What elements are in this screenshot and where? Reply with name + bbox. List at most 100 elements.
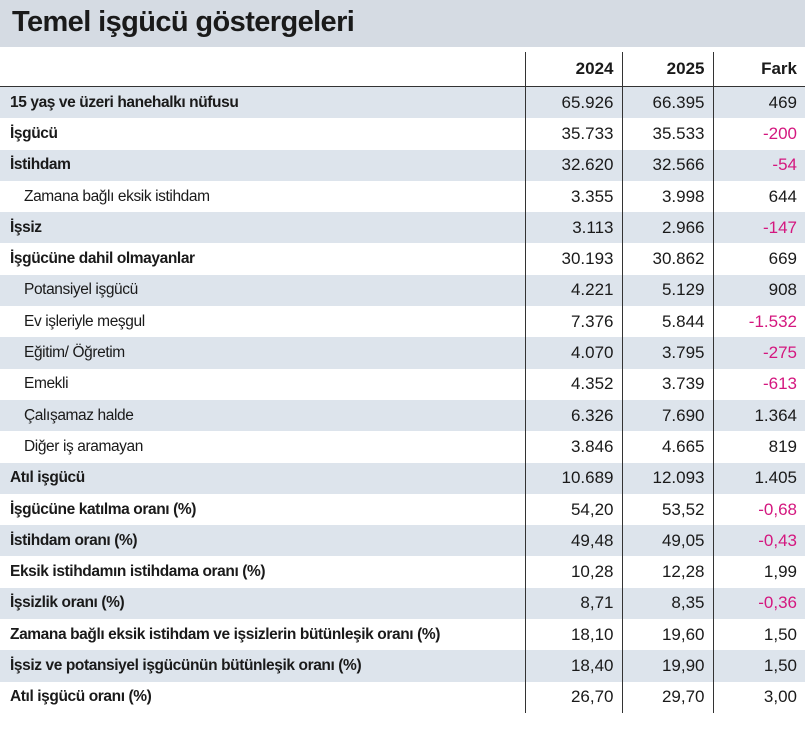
table-row: İşgücüne dahil olmayanlar 30.193 30.862 669 bbox=[0, 243, 805, 275]
table-row: İşsiz ve potansiyel işgücünün bütünleşik… bbox=[0, 650, 805, 682]
indicator-table: 2024 2025 Fark 15 yaş ve üzeri hanehalkı nü… bbox=[0, 52, 805, 713]
value-cell: 8,71 bbox=[524, 587, 622, 620]
value-cell: 4.665 bbox=[621, 431, 713, 463]
value-cell: 469 bbox=[712, 86, 805, 119]
value-cell: 5.129 bbox=[621, 274, 713, 307]
row-label: Emekli bbox=[24, 375, 69, 393]
header-cell: 2024 bbox=[524, 52, 622, 87]
value-cell: 32.566 bbox=[621, 149, 713, 181]
value-cell: 3.998 bbox=[621, 180, 713, 213]
value-cell: 3.846 bbox=[524, 431, 622, 463]
value-cell: 819 bbox=[712, 431, 805, 463]
value-cell: 35.733 bbox=[524, 118, 622, 150]
value-cell: 3,00 bbox=[712, 681, 805, 713]
value-cell: -0,68 bbox=[712, 493, 805, 526]
row-label: Zamana bağlı eksik istihdam ve işsizleri… bbox=[10, 625, 441, 643]
title: Temel işgücü göstergeleri bbox=[12, 6, 355, 38]
row-label: İstihdam bbox=[0, 149, 525, 181]
value-cell: 3.355 bbox=[524, 180, 622, 213]
table-row: Çalışamaz halde 6.326 7.690 1.364 bbox=[0, 399, 805, 432]
value-cell: 18,10 bbox=[524, 619, 622, 651]
row-label: Ev işleriyle meşgul bbox=[24, 312, 145, 330]
value-cell: 4.070 bbox=[524, 337, 622, 369]
value-cell: 644 bbox=[712, 180, 805, 213]
value-cell: -613 bbox=[712, 368, 805, 400]
table-row: Atıl işgücü 10.689 12.093 1.405 bbox=[0, 462, 805, 494]
header-cell: 2025 bbox=[621, 52, 713, 87]
table-row: Zamana bağlı eksik istihdam ve işsizleri… bbox=[0, 619, 805, 651]
value-cell: 6.326 bbox=[524, 399, 622, 432]
value-cell: 10.689 bbox=[524, 462, 622, 494]
value-cell: 19,60 bbox=[621, 619, 713, 651]
value-cell: -147 bbox=[712, 212, 805, 244]
table-row: 15 yaş ve üzeri hanehalkı nüfusu 65.926 66… bbox=[0, 86, 805, 119]
row-label: Eksik istihdamın istihdama oranı (%) bbox=[10, 563, 266, 581]
value-cell: 908 bbox=[712, 274, 805, 307]
row-label: İşgücüne katılma oranı (%) bbox=[10, 500, 196, 518]
value-cell: 19,90 bbox=[621, 650, 713, 682]
header-row: 2024 2025 Fark bbox=[0, 52, 805, 87]
value-cell: 49,05 bbox=[621, 525, 713, 557]
value-cell: 4.352 bbox=[524, 368, 622, 400]
value-cell: 7.376 bbox=[524, 306, 622, 338]
row-label: Potansiyel işgücü bbox=[0, 274, 525, 307]
title-bar: Temel işgücü göstergeleri bbox=[0, 0, 805, 47]
row-label: İşsiz bbox=[0, 212, 525, 244]
value-cell: 1.364 bbox=[712, 399, 805, 432]
value-cell: 8,35 bbox=[621, 587, 713, 620]
value-cell: 3.739 bbox=[621, 368, 713, 400]
table-row: Ev işleriyle meşgul 7.376 5.844 -1.532 bbox=[0, 306, 805, 338]
row-label: Eğitim/ Öğretim bbox=[0, 337, 525, 369]
row-label: Diğer iş aramayan bbox=[24, 437, 143, 455]
table-row: Potansiyel işgücü 4.221 5.129 908 bbox=[0, 274, 805, 307]
value-cell: 12,28 bbox=[621, 556, 713, 588]
table-body: 2024 2025 Fark 15 yaş ve üzeri hanehalkı nü… bbox=[0, 52, 805, 713]
value-cell: -0,43 bbox=[712, 525, 805, 557]
header-cell: Fark bbox=[712, 52, 805, 87]
value-cell: 29,70 bbox=[621, 681, 713, 713]
table-row: Diğer iş aramayan 3.846 4.665 819 bbox=[0, 431, 805, 463]
row-label: Atıl işgücü bbox=[0, 462, 525, 494]
value-cell: 30.193 bbox=[524, 243, 622, 275]
value-cell: 35.533 bbox=[621, 118, 713, 150]
value-cell: -275 bbox=[712, 337, 805, 369]
value-cell: -0,36 bbox=[712, 587, 805, 620]
value-cell: 669 bbox=[712, 243, 805, 275]
value-cell: -54 bbox=[712, 149, 805, 181]
value-cell: 53,52 bbox=[621, 493, 713, 526]
value-cell: 30.862 bbox=[621, 243, 713, 275]
table-row: İşgücüne katılma oranı (%) 54,20 53,52 -0,6… bbox=[0, 493, 805, 526]
value-cell: 3.113 bbox=[524, 212, 622, 244]
value-cell: 26,70 bbox=[524, 681, 622, 713]
value-cell: 3.795 bbox=[621, 337, 713, 369]
table-row: İstihdam 32.620 32.566 -54 bbox=[0, 149, 805, 181]
row-label: İşsizlik oranı (%) bbox=[0, 587, 525, 620]
row-label: İşgücü bbox=[10, 124, 58, 142]
row-label: Zamana bağlı eksik istihdam bbox=[24, 187, 210, 205]
value-cell: 10,28 bbox=[524, 556, 622, 588]
row-label: Atıl işgücü oranı (%) bbox=[10, 688, 152, 706]
table-row: Eğitim/ Öğretim 4.070 3.795 -275 bbox=[0, 337, 805, 369]
value-cell: 5.844 bbox=[621, 306, 713, 338]
row-label: İşsiz ve potansiyel işgücünün bütünleşik… bbox=[0, 650, 525, 682]
table-row: Eksik istihdamın istihdama oranı (%) 10,2… bbox=[0, 556, 805, 588]
row-label: 15 yaş ve üzeri hanehalkı nüfusu bbox=[0, 86, 525, 119]
row-label: Çalışamaz halde bbox=[0, 399, 525, 432]
value-cell: -200 bbox=[712, 118, 805, 150]
value-cell: 65.926 bbox=[524, 86, 622, 119]
table-row: İşsiz 3.113 2.966 -147 bbox=[0, 212, 805, 244]
table-row: İşsizlik oranı (%) 8,71 8,35 -0,36 bbox=[0, 587, 805, 620]
row-label: İşgücüne dahil olmayanlar bbox=[10, 250, 195, 268]
value-cell: 49,48 bbox=[524, 525, 622, 557]
value-cell: 2.966 bbox=[621, 212, 713, 244]
value-cell: 7.690 bbox=[621, 399, 713, 432]
table-row: İstihdam oranı (%) 49,48 49,05 -0,43 bbox=[0, 525, 805, 557]
header-cell bbox=[0, 52, 525, 87]
row-label: İstihdam oranı (%) bbox=[0, 525, 525, 557]
table-row: İşgücü 35.733 35.533 -200 bbox=[0, 118, 805, 150]
table-row: Atıl işgücü oranı (%) 26,70 29,70 3,00 bbox=[0, 681, 805, 713]
value-cell: 32.620 bbox=[524, 149, 622, 181]
value-cell: 54,20 bbox=[524, 493, 622, 526]
value-cell: 4.221 bbox=[524, 274, 622, 307]
